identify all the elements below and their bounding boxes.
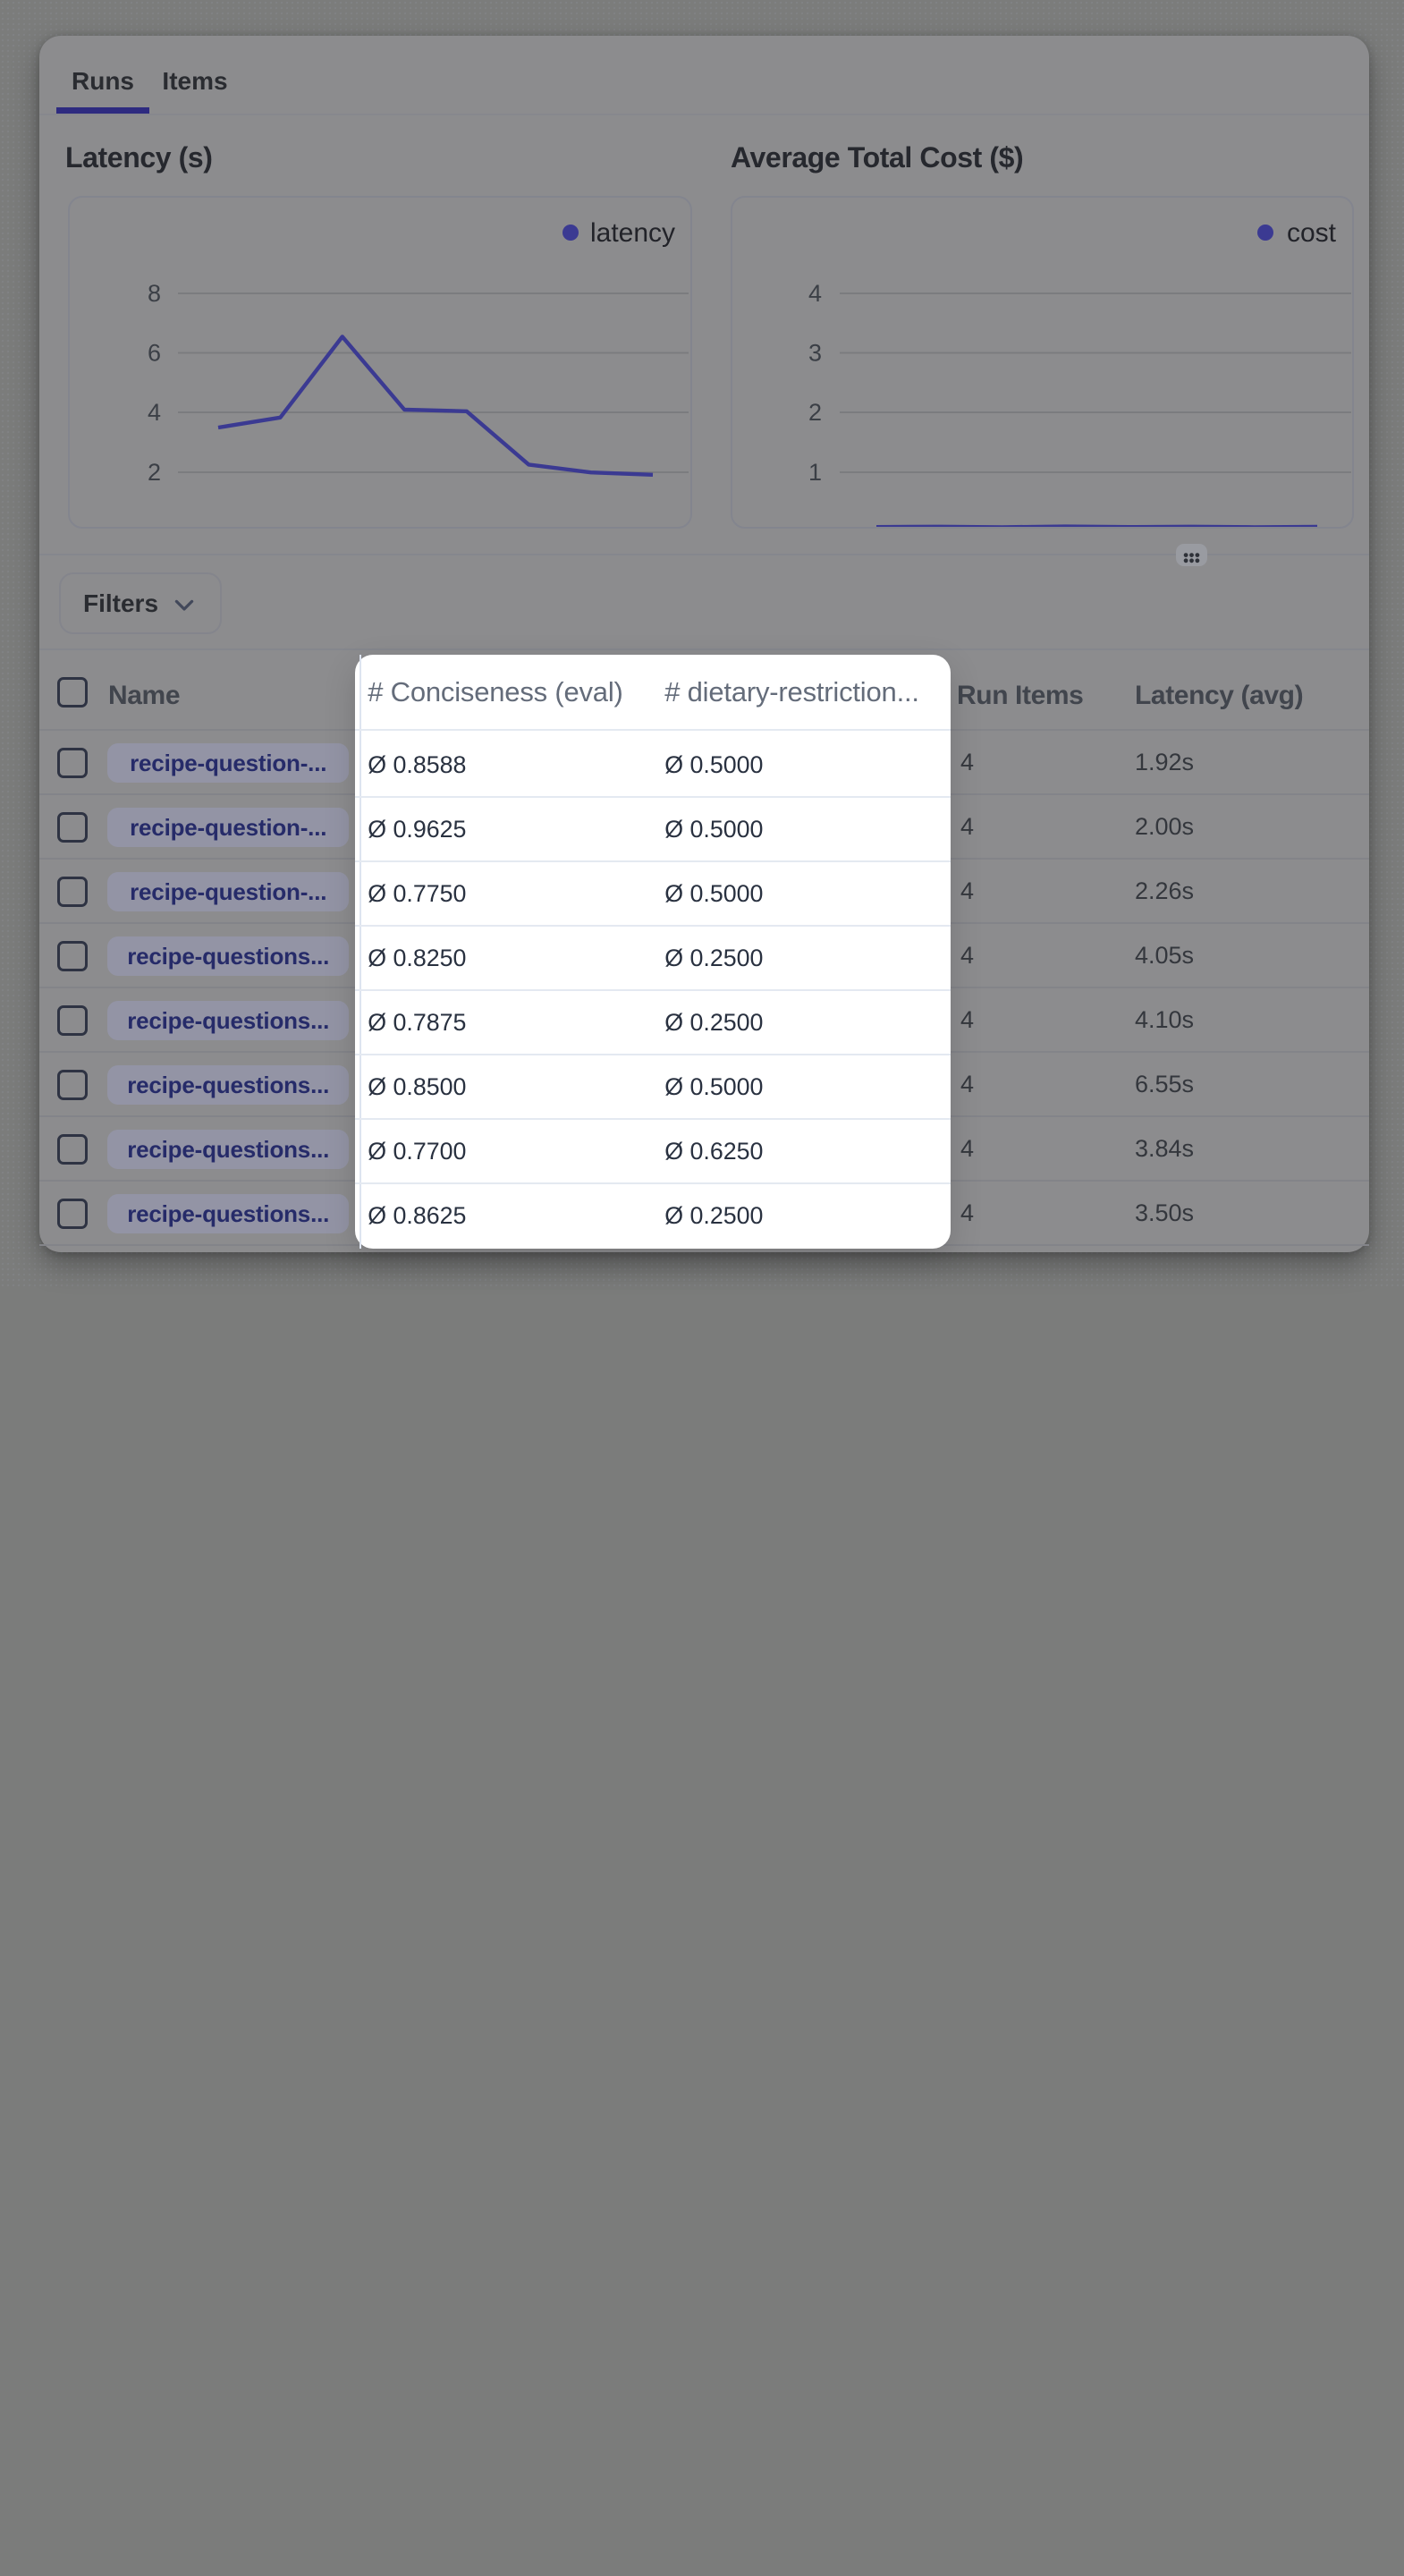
svg-text:3: 3	[808, 340, 822, 367]
svg-text:4: 4	[148, 399, 161, 426]
svg-text:cost: cost	[1287, 218, 1337, 248]
svg-text:1: 1	[808, 459, 822, 486]
svg-text:6: 6	[148, 340, 161, 367]
svg-text:4: 4	[808, 280, 822, 307]
svg-text:latency: latency	[590, 218, 675, 248]
svg-text:2: 2	[808, 399, 822, 426]
svg-text:8: 8	[148, 280, 161, 307]
svg-text:2: 2	[148, 459, 161, 486]
